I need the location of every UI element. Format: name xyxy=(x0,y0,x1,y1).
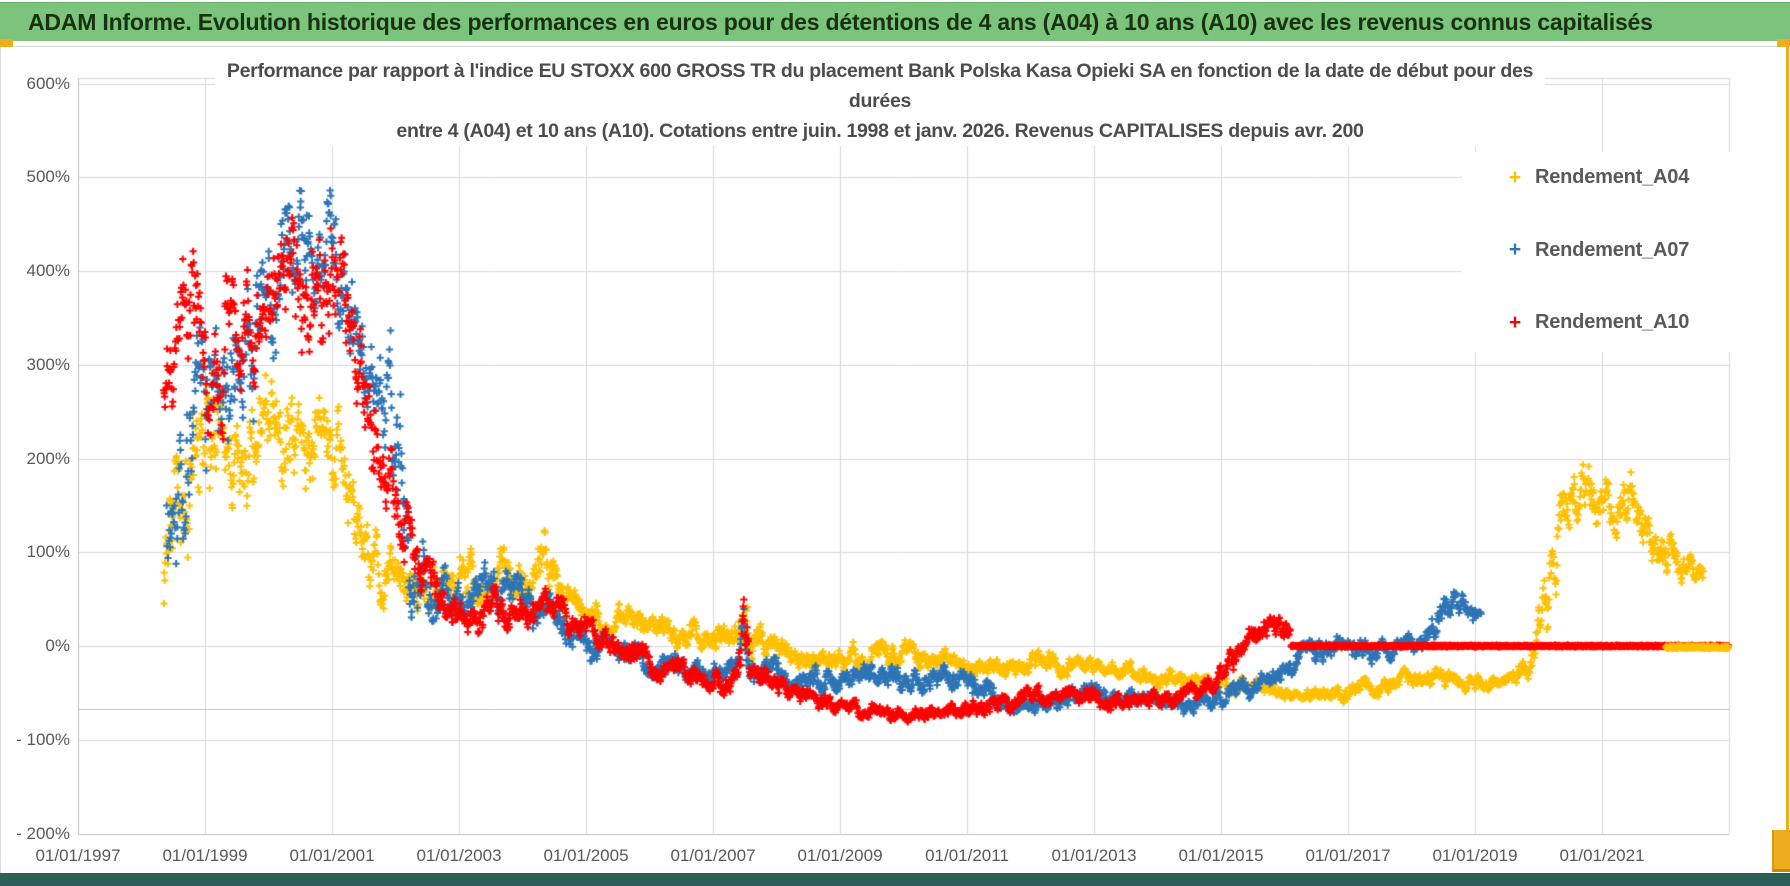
chart-title-line2: durées xyxy=(848,90,912,112)
legend-label: Rendement_A04 xyxy=(1535,166,1690,188)
legend-label: Rendement_A10 xyxy=(1535,311,1690,333)
legend-item-rendement-a10: + Rendement_A10 xyxy=(1508,311,1744,334)
footer-strip xyxy=(0,873,1790,886)
x-tick-label: 01/01/2011 xyxy=(925,846,1009,865)
x-tick-label: 01/01/2003 xyxy=(416,846,502,865)
report-title: ADAM Informe. Evolution historique des p… xyxy=(28,8,1653,35)
x-tick-label: 01/01/2015 xyxy=(1178,846,1264,865)
x-tick-label: 01/01/2021 xyxy=(1559,846,1645,865)
y-tick-label: 200% xyxy=(26,448,70,468)
x-tick-label: 01/01/1999 xyxy=(162,846,248,865)
y-tick-label: 400% xyxy=(26,261,70,280)
legend-label: Rendement_A07 xyxy=(1535,238,1690,261)
gold-accent-right xyxy=(1777,39,1790,47)
right-scroll-accent xyxy=(1772,830,1790,872)
y-tick-label: 0% xyxy=(45,636,70,655)
legend-item-rendement-a04: + Rendement_A04 xyxy=(1508,166,1744,189)
chart-legend: + Rendement_A04 + Rendement_A07 + Rendem… xyxy=(1462,152,1744,352)
chart-title-line3: entre 4 (A04) et 10 ans (A10). Cotations… xyxy=(396,120,1364,142)
x-tick-label: 01/01/1997 xyxy=(35,846,121,865)
x-tick-label: 01/01/2013 xyxy=(1051,846,1137,865)
right-border xyxy=(1786,47,1789,830)
plus-marker-icon: + xyxy=(1508,165,1522,189)
x-tick-label: 01/01/2017 xyxy=(1305,846,1391,865)
x-tick-label: 01/01/2001 xyxy=(289,846,375,865)
y-tick-label: 100% xyxy=(26,542,70,562)
chart-title-line1: Performance par rapport à l'indice EU ST… xyxy=(226,60,1534,82)
y-tick-label: - 100% xyxy=(16,729,70,749)
chart-title: Performance par rapport à l'indice EU ST… xyxy=(215,56,1545,146)
y-tick-label: - 200% xyxy=(16,823,70,843)
y-tick-label: 500% xyxy=(26,167,70,187)
x-tick-label: 01/01/2019 xyxy=(1432,846,1518,865)
header-divider xyxy=(0,46,1790,47)
y-tick-label: 300% xyxy=(26,354,70,374)
x-tick-label: 01/01/2007 xyxy=(670,846,756,865)
x-tick-label: 01/01/2009 xyxy=(797,846,883,865)
plus-marker-icon: + xyxy=(1508,310,1522,334)
left-border xyxy=(0,47,1,874)
legend-item-rendement-a07: + Rendement_A07 xyxy=(1508,239,1744,262)
plus-marker-icon: + xyxy=(1508,238,1522,261)
x-tick-label: 01/01/2005 xyxy=(543,846,629,865)
y-tick-label: 600% xyxy=(26,73,70,93)
gold-accent-left xyxy=(0,39,13,47)
report-header-bar: ADAM Informe. Evolution historique des p… xyxy=(0,2,1790,41)
